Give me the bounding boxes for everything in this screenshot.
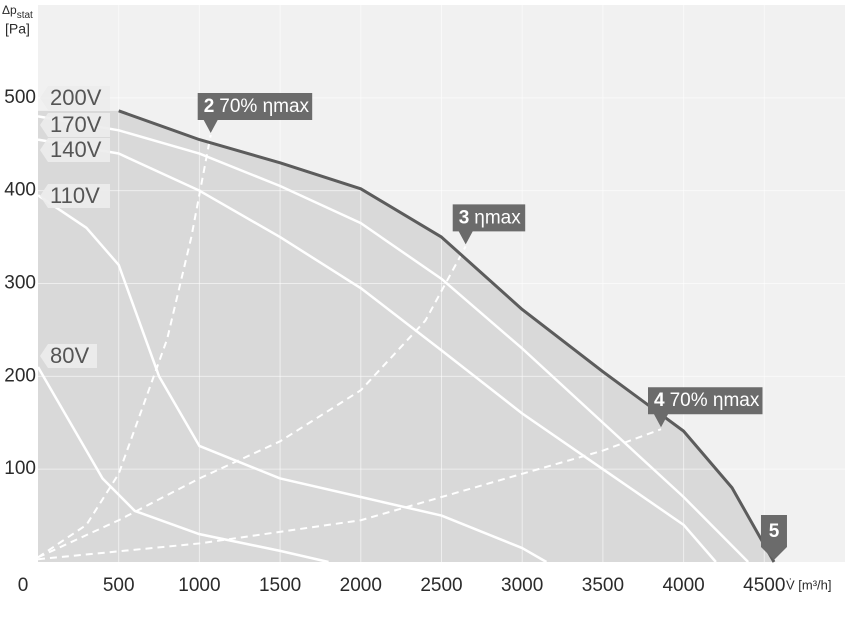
voltage-curve <box>36 366 329 564</box>
callout-label: 2 70% ηmax <box>204 96 310 117</box>
legend-box <box>40 113 110 137</box>
callout-text: 70% ηmax <box>670 390 760 411</box>
callout-text: 2 <box>204 96 215 117</box>
efficiency-line <box>37 245 467 559</box>
efficiency-line <box>37 428 662 561</box>
legend-label: 110V <box>50 183 100 208</box>
x-tick-label: 3500 <box>582 575 624 596</box>
callout-text: ηmax <box>474 207 521 228</box>
callout-text: 4 <box>654 390 665 411</box>
legend-box <box>40 344 97 368</box>
y-tick-label: 200 <box>4 365 36 386</box>
x-tick-label: 1500 <box>259 575 301 596</box>
x-tick-label: 500 <box>103 575 135 596</box>
voltage-curve <box>118 109 776 563</box>
point-marker <box>760 515 787 560</box>
y-tick-label: 500 <box>4 87 36 108</box>
legend-label: 170V <box>50 112 102 137</box>
callout-label: 3 ηmax <box>459 207 522 228</box>
efficiency-line <box>37 134 212 559</box>
x-tick-label: 0 <box>18 575 29 596</box>
y-tick-label: 300 <box>4 273 36 294</box>
point-label: 5 <box>769 521 780 542</box>
voltage-curve <box>37 115 750 563</box>
y-axis-unit: [Pa] <box>5 21 30 37</box>
y-tick-label: 100 <box>4 458 36 479</box>
x-axis-label: V̇ [m³/h] <box>786 577 832 592</box>
callout-text: 3 <box>459 207 470 228</box>
y-tick-label: 400 <box>4 180 36 201</box>
callout-box <box>452 204 526 245</box>
legend-label: 80V <box>50 343 89 368</box>
x-tick-label: 4000 <box>662 575 704 596</box>
legend-box <box>40 138 110 162</box>
voltage-curve <box>37 138 717 563</box>
y-axis-label-symbol: Δp <box>2 3 17 17</box>
callout-text: 70% ηmax <box>219 96 309 117</box>
callout-box <box>648 387 763 428</box>
x-tick-label: 4500 <box>743 575 785 596</box>
x-tick-label: 3000 <box>501 575 543 596</box>
legend-box <box>40 184 110 208</box>
callout-label: 4 70% ηmax <box>654 390 760 411</box>
x-tick-label: 2000 <box>340 575 382 596</box>
y-axis-label-subscript: stat <box>17 10 33 21</box>
operating-area <box>38 110 774 562</box>
x-tick-label: 2500 <box>420 575 462 596</box>
legend-label: 200V <box>50 85 102 110</box>
legend-label: 140V <box>50 137 102 162</box>
x-tick-label: 1000 <box>178 575 220 596</box>
legend-box <box>40 86 110 110</box>
voltage-curve <box>37 194 548 564</box>
callout-box <box>197 92 313 133</box>
y-axis-label: Δpstat <box>2 3 33 20</box>
